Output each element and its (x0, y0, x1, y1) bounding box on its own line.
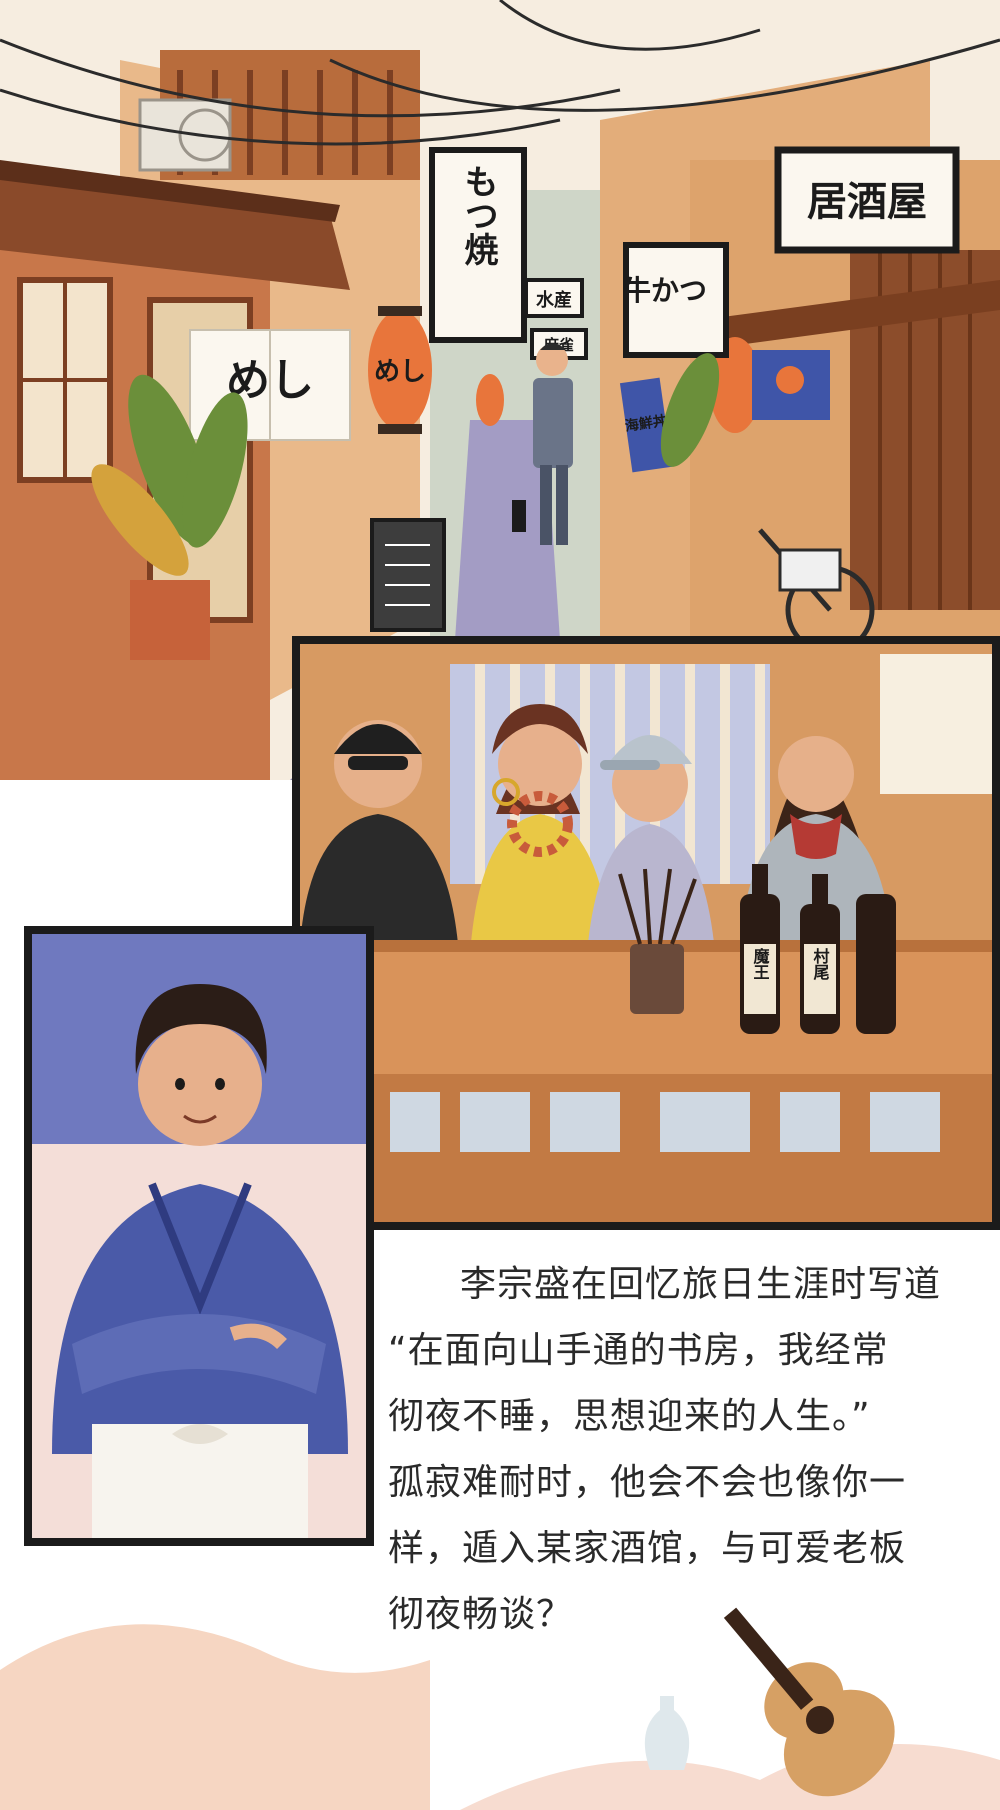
bottle-label-right: 村尾 (811, 947, 830, 981)
caption-line-5: 样，遁入某家酒馆，与可爱老板 (388, 1528, 907, 1569)
sake-bottle-left: 魔王 (740, 864, 780, 1034)
sake-bottle-right: 村尾 (800, 874, 840, 1034)
kaisendon-banner-text: 海鮮丼 (624, 412, 668, 435)
walking-man-figure (512, 343, 573, 545)
bottle-label-left: 魔王 (751, 947, 770, 980)
bottom-decoration (0, 1520, 1000, 1810)
chef-illustration (24, 926, 374, 1546)
patron-old-man (586, 735, 716, 964)
izakaya-counter-illustration: 魔王 村尾 (292, 636, 1000, 1230)
caption-line-4: 孤寂难耐时，他会不会也像你一 (388, 1462, 907, 1503)
suisan-sign-text: 水産 (536, 289, 572, 311)
caption-line-1: 李宗盛在回忆旅日生涯时写道 (460, 1264, 942, 1305)
caption-text-block: 李宗盛在回忆旅日生涯时写道 “在面向山手通的书房，我经常 彻夜不睡，思想迎来的人… (388, 1252, 988, 1648)
caption-line-3: 彻夜不睡，思想迎来的人生。” (388, 1396, 871, 1437)
motsuyaki-sign-text: もつ焼 (458, 164, 498, 267)
izakaya-sign-text: 居酒屋 (807, 178, 927, 225)
caption-line-6: 彻夜畅谈？ (388, 1594, 574, 1635)
meshi-lantern-text: めし (374, 357, 426, 387)
caption-line-2: “在面向山手通的书房，我经常 (388, 1330, 889, 1371)
gyukatsu-sign-text: 牛かつ (623, 274, 707, 307)
patron-sunglasses (300, 720, 458, 944)
patron-woman-yellow (470, 704, 612, 954)
guitar-illustration (723, 1607, 895, 1797)
